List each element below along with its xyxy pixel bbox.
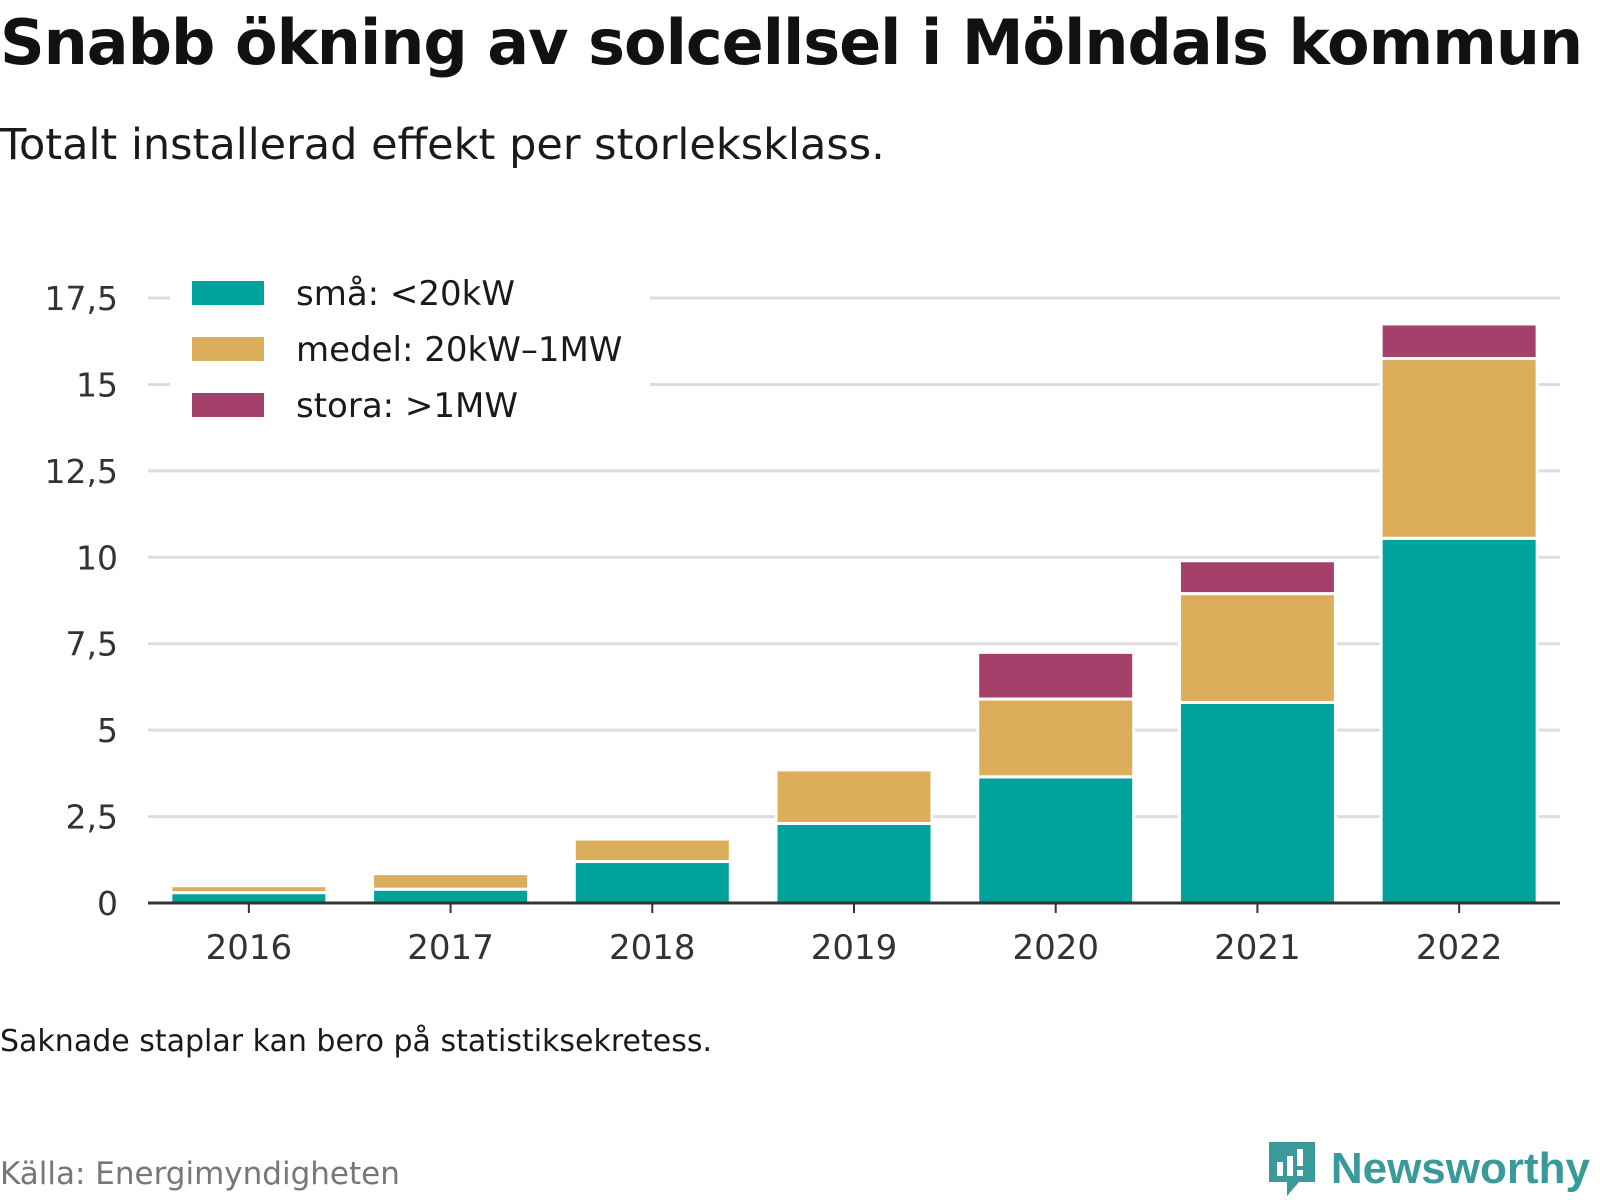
stacked-bar-chart: 0 2,5 5 7,5 10 12,5 15 17,5 2016 2017 2018 2019 202… bbox=[44, 268, 1560, 968]
bar-segment-sma bbox=[371, 887, 531, 905]
x-axis: 2016 2017 2018 2019 2020 2021 2022 bbox=[148, 901, 1560, 968]
bar-segment-sma bbox=[1177, 700, 1337, 905]
bar-segment-sma bbox=[1379, 536, 1539, 905]
bar-segment-medel bbox=[169, 884, 329, 895]
bar-segment-sma bbox=[774, 821, 934, 905]
y-tick-label: 0 bbox=[97, 884, 118, 923]
y-tick-label: 12,5 bbox=[45, 452, 118, 491]
legend-label: små: <20kW bbox=[296, 274, 515, 314]
source-label: Källa: Energimyndigheten bbox=[0, 1156, 400, 1192]
x-tick-label: 2019 bbox=[811, 928, 898, 968]
bar-segment-medel bbox=[976, 697, 1136, 779]
y-tick-label: 5 bbox=[97, 711, 118, 750]
brand-name: Newsworthy bbox=[1330, 1144, 1590, 1193]
bar-segment-medel bbox=[572, 837, 732, 864]
legend: små: <20kW medel: 20kW–1MW stora: >1MW bbox=[170, 268, 650, 428]
bar-segment-stora bbox=[1379, 322, 1539, 361]
bar-segment-medel bbox=[774, 768, 934, 825]
y-tick-label: 7,5 bbox=[66, 625, 118, 664]
legend-swatch bbox=[192, 337, 264, 361]
legend-swatch bbox=[192, 281, 264, 305]
bar-segment-medel bbox=[1177, 592, 1337, 704]
x-tick-label: 2016 bbox=[206, 928, 293, 968]
x-tick-label: 2021 bbox=[1214, 928, 1301, 968]
bar-segment-medel bbox=[371, 872, 531, 891]
bar-segment-stora bbox=[1177, 559, 1337, 596]
y-axis-tick-labels: 0 2,5 5 7,5 10 12,5 15 17,5 bbox=[45, 279, 118, 923]
bar-segment-sma bbox=[572, 860, 732, 905]
x-tick-label: 2022 bbox=[1416, 928, 1503, 968]
chart-subtitle: Totalt installerad effekt per storlekskl… bbox=[0, 120, 885, 170]
bar-segment-sma bbox=[169, 891, 329, 905]
legend-label: stora: >1MW bbox=[296, 386, 518, 426]
y-tick-label: 15 bbox=[76, 365, 118, 404]
newsworthy-logo-icon bbox=[1268, 1142, 1315, 1196]
y-tick-label: 2,5 bbox=[66, 798, 118, 837]
footnote: Saknade staplar kan bero på statistiksek… bbox=[0, 1024, 713, 1059]
bar-segment-stora bbox=[976, 650, 1136, 701]
y-tick-label: 17,5 bbox=[45, 279, 118, 318]
y-tick-label: 10 bbox=[76, 538, 118, 577]
bars bbox=[169, 322, 1539, 905]
legend-swatch bbox=[192, 393, 264, 417]
x-tick-label: 2018 bbox=[609, 928, 696, 968]
x-tick-label: 2017 bbox=[407, 928, 494, 968]
bar-segment-medel bbox=[1379, 357, 1539, 540]
x-tick-label: 2020 bbox=[1012, 928, 1099, 968]
legend-label: medel: 20kW–1MW bbox=[296, 330, 622, 370]
brand-logo: Newsworthy bbox=[1265, 1138, 1590, 1200]
chart-title: Snabb ökning av solcellsel i Mölndals ko… bbox=[0, 6, 1583, 79]
bar-segment-sma bbox=[976, 775, 1136, 905]
